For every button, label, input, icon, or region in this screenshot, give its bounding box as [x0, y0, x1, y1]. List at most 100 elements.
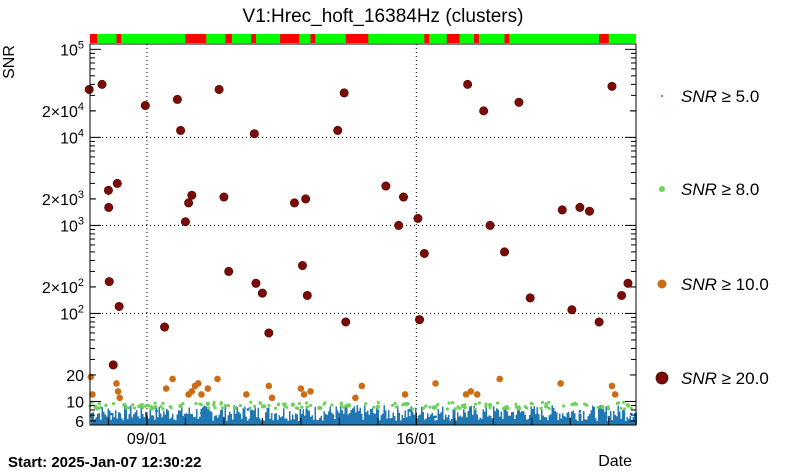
snr5-band [494, 411, 496, 425]
snr5-band [305, 406, 307, 425]
snr5-band [104, 414, 106, 425]
snr8-band-point [457, 406, 462, 410]
snr5-band [331, 412, 333, 425]
series-3-point [289, 198, 299, 208]
series-3-point [485, 220, 495, 230]
series-1-point [346, 403, 352, 408]
snr8-band-point [258, 401, 262, 405]
snr5-band [136, 410, 138, 425]
y-tick-label: 2×102 [42, 277, 84, 297]
series-0-point [299, 415, 303, 419]
snr5-band [602, 408, 604, 425]
segment-not-ok [474, 34, 479, 43]
snr5-band [94, 419, 96, 425]
snr5-band [160, 413, 162, 425]
series-2-point [496, 375, 504, 383]
snr5-band [134, 412, 136, 425]
series-0-point [273, 413, 277, 417]
series-3-point [575, 202, 585, 212]
series-2-point [198, 391, 205, 398]
snr8-band-point [297, 401, 301, 406]
snr5-band [376, 406, 378, 425]
snr5-band [500, 411, 502, 425]
snr5-band [310, 416, 312, 425]
snr5-band [391, 417, 393, 425]
snr5-band [304, 415, 306, 425]
snr5-band [424, 419, 426, 425]
series-3-point [333, 125, 343, 135]
series-2-point [557, 380, 564, 387]
series-1-point [431, 405, 437, 410]
snr5-band [218, 414, 220, 425]
snr5-band [443, 419, 445, 425]
snr5-band [377, 409, 379, 425]
series-3-point [617, 290, 627, 300]
snr5-band [415, 407, 417, 425]
snr5-band [589, 414, 591, 425]
snr5-band [187, 413, 189, 425]
snr5-band [142, 413, 144, 425]
snr5-band [326, 414, 328, 425]
series-0-point [434, 415, 437, 419]
snr5-band [269, 418, 271, 425]
series-1-point [261, 404, 267, 409]
snr5-band [325, 413, 327, 425]
series-3-point [180, 217, 190, 227]
snr5-band [293, 419, 295, 425]
snr5-band [109, 410, 111, 425]
snr5-band [512, 411, 514, 425]
snr5-band [596, 420, 598, 425]
series-3-point [108, 360, 118, 370]
snr5-band [388, 410, 390, 425]
snr8-band-point [161, 401, 165, 405]
series-3-point [341, 317, 351, 327]
snr8-band-point [411, 407, 415, 411]
snr5-band [172, 413, 174, 425]
snr5-band [587, 416, 589, 425]
snr5-band [287, 420, 289, 425]
snr8-band-point [617, 401, 621, 405]
snr5-band [220, 410, 222, 425]
series-0-point [549, 414, 553, 418]
snr8-band-point [450, 401, 455, 405]
series-2-point [352, 394, 359, 402]
snr5-band [467, 410, 469, 425]
snr5-band [566, 412, 568, 425]
snr5-band [283, 408, 285, 425]
start-time-label: Start: 2025-Jan-07 12:30:22 [8, 454, 201, 471]
series-3-point [187, 190, 197, 200]
series-0-point [129, 416, 133, 420]
snr5-band [260, 420, 262, 425]
chart-title: V1:Hrec_hoft_16384Hz (clusters) [243, 6, 524, 27]
snr5-band [493, 406, 495, 425]
snr5-band [149, 408, 151, 425]
series-1-point [205, 401, 211, 407]
snr5-band [547, 420, 549, 425]
snr5-band [206, 407, 208, 425]
series-0-point [246, 408, 250, 411]
series-3-point [398, 192, 408, 202]
series-3-point [112, 178, 122, 188]
snr5-band [613, 410, 615, 425]
snr8-band-point [372, 405, 376, 409]
snr5-band [577, 420, 579, 425]
series-2-point [204, 385, 212, 392]
snr5-band [446, 417, 448, 425]
series-3-point [479, 106, 489, 116]
snr8-band-point [131, 403, 135, 407]
snr5-band [320, 416, 322, 425]
snr5-band [535, 413, 537, 425]
snr5-band [95, 417, 97, 425]
snr5-band [434, 420, 436, 425]
snr5-band [469, 406, 471, 425]
snr5-band [458, 416, 460, 425]
snr5-band [428, 416, 430, 425]
snr5-band [362, 419, 364, 425]
snr5-band [583, 411, 585, 425]
snr8-band-point [294, 406, 299, 410]
legend-marker [659, 186, 665, 192]
snr5-band [454, 407, 456, 425]
snr5-band [98, 412, 100, 425]
snr5-band [226, 420, 228, 425]
